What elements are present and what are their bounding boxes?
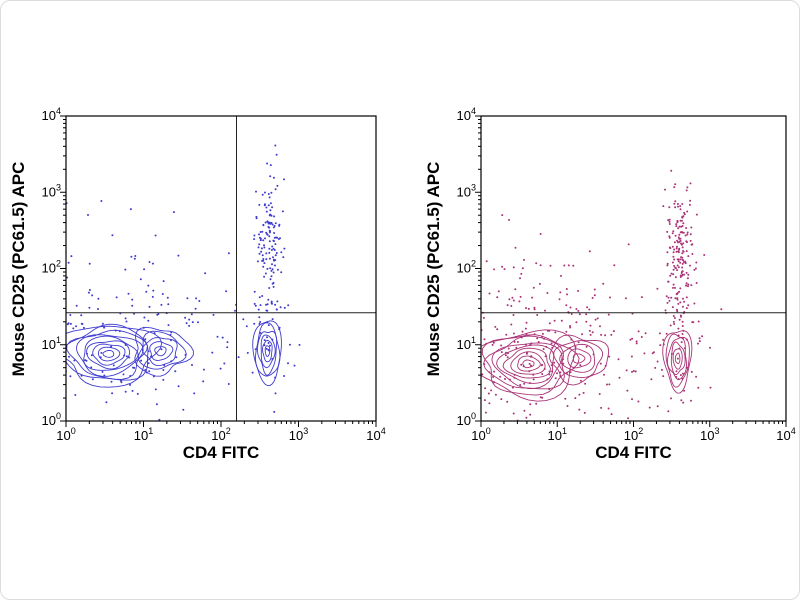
- contour-populations: [481, 329, 693, 402]
- y-tick-label: 103: [42, 182, 61, 199]
- y-tick-label: 101: [457, 335, 476, 352]
- y-tick-label: 104: [457, 106, 476, 123]
- contour-populations: [66, 320, 282, 388]
- x-tick-label: 103: [700, 426, 719, 443]
- x-axis-label-left: CD4 FITC: [182, 443, 260, 462]
- x-axis-label-right: CD4 FITC: [595, 443, 672, 462]
- plot-frame: [65, 115, 377, 422]
- x-tick-label: 104: [776, 426, 795, 443]
- x-tick-label: 101: [134, 426, 153, 443]
- y-tick-label: 102: [42, 259, 61, 276]
- y-axis-label-left: Mouse CD25 (PC61.5) APC: [9, 161, 28, 377]
- x-tick-label: 100: [471, 426, 490, 443]
- scatter-dots: [481, 169, 723, 421]
- y-axis-label-right: Mouse CD25 (PC61.5) APC: [424, 161, 443, 377]
- x-tick-label: 102: [624, 426, 643, 443]
- x-tick-label: 103: [289, 426, 308, 443]
- axis-ticks: [60, 115, 377, 427]
- y-tick-label: 100: [42, 411, 61, 428]
- x-tick-label: 101: [548, 426, 567, 443]
- y-tick-label: 104: [42, 106, 61, 123]
- y-tick-label: 100: [457, 411, 476, 428]
- x-tick-label: 102: [211, 426, 230, 443]
- x-tick-label: 100: [56, 426, 75, 443]
- x-tick-label: 104: [366, 426, 385, 443]
- quadrant-gate: [66, 116, 376, 421]
- plot-frame: [480, 115, 787, 422]
- y-tick-label: 101: [42, 335, 61, 352]
- axis-ticks: [475, 115, 787, 427]
- scatter-dots: [66, 144, 301, 421]
- y-tick-label: 102: [457, 259, 476, 276]
- y-tick-label: 103: [457, 182, 476, 199]
